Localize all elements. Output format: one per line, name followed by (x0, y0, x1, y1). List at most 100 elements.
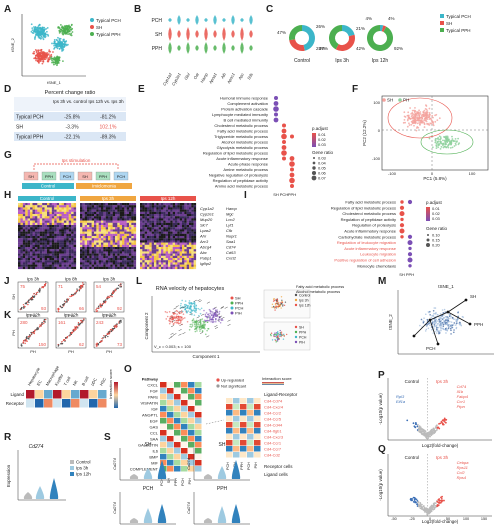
heatmap-cell (80, 260, 83, 263)
heatmap-cell (112, 233, 116, 237)
velocity-point (193, 328, 196, 331)
heatmap-cell (30, 203, 33, 206)
heatmap-cell (140, 242, 143, 245)
heatmap-cell (27, 214, 31, 217)
lr-cell (240, 416, 247, 422)
heatmap-cell (18, 255, 21, 259)
mini-point (271, 339, 274, 341)
heatmap-cell (115, 207, 118, 210)
heatmap-cell (101, 255, 104, 259)
heatmap-cell (186, 205, 190, 208)
heatmap-cell (186, 244, 190, 248)
heatmap-cell (54, 242, 57, 245)
heatmap-cell (94, 222, 97, 226)
heatmap-cell (34, 209, 38, 212)
heatmap-cell (126, 240, 130, 243)
heatmap-cell (163, 205, 166, 208)
heatmap-cell (154, 266, 157, 270)
scatter-point (114, 289, 117, 292)
legend-label: Typical PPH (446, 28, 471, 33)
heatmap-cell (105, 233, 109, 237)
scatter-point (95, 309, 97, 311)
heatmap-cell (126, 264, 130, 267)
tsne-point (56, 59, 59, 62)
heatmap-cell (161, 236, 164, 239)
scatter-title: Ips 12h (64, 313, 79, 318)
heatmap-cell (20, 242, 23, 245)
velocity-point (175, 316, 177, 319)
lr-cell (226, 410, 233, 416)
heatmap-cell (129, 251, 132, 254)
heatmap-cell (133, 231, 137, 234)
heatmap-cell (110, 229, 113, 232)
velocity-point (183, 317, 186, 319)
donut-pct: 4% (388, 16, 395, 21)
heatmap-cell (126, 222, 130, 226)
heatmap-cell (51, 264, 55, 267)
heatmap-cell (30, 220, 33, 223)
lr-cell (254, 452, 261, 458)
tsne-point (434, 307, 437, 309)
pca-point (437, 146, 440, 149)
heatmap-gene-label: Saa1 (226, 239, 235, 244)
scatter-point (27, 299, 30, 302)
heatmap-cell (126, 225, 130, 228)
scatter-point (72, 329, 74, 332)
heatmap-cell (163, 225, 166, 228)
legend-tick: 0.15 (432, 238, 441, 243)
heatmap-cell (165, 242, 169, 245)
heatmap-cell (182, 244, 185, 248)
heatmap-cell (122, 225, 125, 228)
heatmap-cell (144, 205, 148, 208)
heatmap-cell (44, 209, 48, 212)
violin-shape (249, 30, 253, 38)
heatmap-cell (186, 218, 190, 221)
pathway-cell (188, 466, 195, 472)
tsne-point (453, 329, 455, 331)
heatmap-cell (42, 262, 45, 265)
heatmap-cell (56, 216, 60, 219)
tsne-point (444, 311, 447, 313)
heatmap-cell (131, 203, 134, 206)
velocity-point (188, 302, 191, 305)
tsne-point (447, 319, 450, 322)
heatmap-cell (71, 255, 74, 259)
pathway-cell (174, 394, 181, 400)
tsne-point (451, 324, 454, 327)
scatter-point (39, 324, 41, 326)
velocity-point (179, 317, 181, 320)
heatmap-cell (89, 251, 92, 254)
scatter-point (102, 337, 104, 339)
velocity-arrow (196, 316, 200, 319)
heatmap-cell (71, 240, 74, 243)
tick-label: -100 (372, 156, 381, 161)
lr-cell (233, 416, 240, 422)
tsne-point (61, 41, 63, 44)
heatmap-cell (184, 209, 187, 212)
heatmap-cell (168, 266, 171, 270)
heatmap-cell (82, 247, 85, 250)
heatmap-cell (80, 249, 83, 252)
heatmap-cell (73, 222, 77, 226)
heatmap-cell (193, 260, 197, 263)
tsne-point (448, 320, 451, 323)
heatmap-cell (193, 258, 197, 261)
tsne-point (435, 321, 437, 324)
heatmap-cell (124, 242, 127, 245)
heatmap-cell (110, 244, 113, 248)
velocity-arrow (213, 306, 217, 309)
heatmap-cell (56, 255, 60, 259)
heatmap-cell (82, 251, 85, 254)
velocity-point (185, 304, 188, 306)
heatmap-cell (59, 255, 62, 259)
heatmap-cell (115, 214, 118, 217)
heatmap-cell (144, 264, 148, 267)
heatmap-cell (170, 229, 173, 232)
heatmap-cell (84, 255, 88, 259)
heatmap-cell (189, 218, 192, 221)
heatmap-cell (82, 216, 85, 219)
heatmap-cell (27, 207, 31, 210)
heatmap-cell (182, 255, 185, 259)
